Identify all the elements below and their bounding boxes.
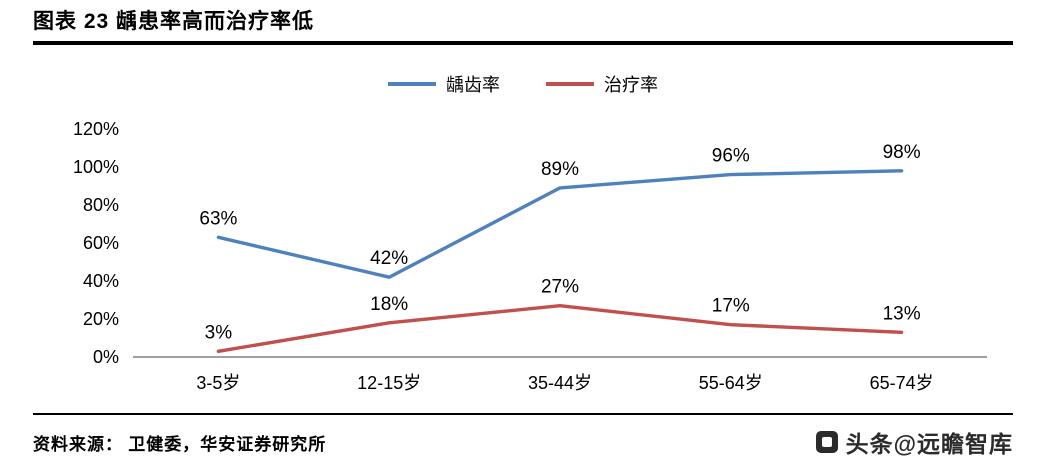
svg-text:89%: 89% bbox=[541, 159, 579, 180]
chart-title: 图表 23 龋患率高而治疗率低 bbox=[33, 10, 315, 33]
svg-text:98%: 98% bbox=[883, 142, 921, 163]
svg-text:100%: 100% bbox=[73, 157, 119, 177]
svg-text:65-74岁: 65-74岁 bbox=[870, 373, 934, 393]
svg-text:96%: 96% bbox=[712, 146, 750, 167]
svg-text:40%: 40% bbox=[83, 271, 119, 291]
svg-text:3%: 3% bbox=[205, 322, 233, 343]
chart-legend: 龋齿率 治疗率 bbox=[33, 71, 1013, 97]
caries-rate-line-swatch bbox=[388, 82, 436, 86]
chart-area: 0% 20% 40% 60% 80% 100% 120% 3-5岁 12-15岁 35-44岁 55… bbox=[33, 99, 1013, 411]
svg-text:35-44岁: 35-44岁 bbox=[528, 373, 592, 393]
svg-text:3-5岁: 3-5岁 bbox=[196, 373, 240, 393]
legend-item-caries-rate: 龋齿率 bbox=[388, 71, 500, 97]
svg-text:42%: 42% bbox=[370, 248, 408, 269]
svg-text:55-64岁: 55-64岁 bbox=[699, 373, 763, 393]
source-note: 资料来源： 卫健委，华安证券研究所 bbox=[33, 430, 326, 455]
svg-text:60%: 60% bbox=[83, 233, 119, 253]
svg-text:63%: 63% bbox=[199, 208, 237, 229]
source-text: 卫健委，华安证券研究所 bbox=[128, 434, 327, 454]
legend-label-caries-rate: 龋齿率 bbox=[446, 75, 500, 95]
svg-text:13%: 13% bbox=[883, 303, 921, 324]
legend-label-treatment-rate: 治疗率 bbox=[604, 75, 658, 95]
svg-text:27%: 27% bbox=[541, 277, 579, 298]
svg-text:80%: 80% bbox=[83, 195, 119, 215]
watermark-text: 头条@远瞻智库 bbox=[845, 431, 1013, 457]
svg-text:20%: 20% bbox=[83, 309, 119, 329]
svg-text:12-15岁: 12-15岁 bbox=[357, 373, 421, 393]
svg-text:0%: 0% bbox=[93, 347, 119, 367]
svg-text:17%: 17% bbox=[712, 296, 750, 317]
line-chart: 0% 20% 40% 60% 80% 100% 120% 3-5岁 12-15岁 35-44岁 55… bbox=[73, 119, 987, 393]
source-label: 资料来源： bbox=[33, 434, 123, 454]
treatment-rate-line-swatch bbox=[546, 82, 594, 86]
svg-text:18%: 18% bbox=[370, 294, 408, 315]
footer: 资料来源： 卫健委，华安证券研究所 头条@远瞻智库 bbox=[33, 413, 1013, 471]
watermark: 头条@远瞻智库 bbox=[815, 425, 1013, 459]
svg-text:120%: 120% bbox=[73, 119, 119, 139]
legend-item-treatment-rate: 治疗率 bbox=[546, 71, 658, 97]
toutiao-logo-icon bbox=[815, 431, 838, 453]
title-underline bbox=[33, 41, 1013, 45]
